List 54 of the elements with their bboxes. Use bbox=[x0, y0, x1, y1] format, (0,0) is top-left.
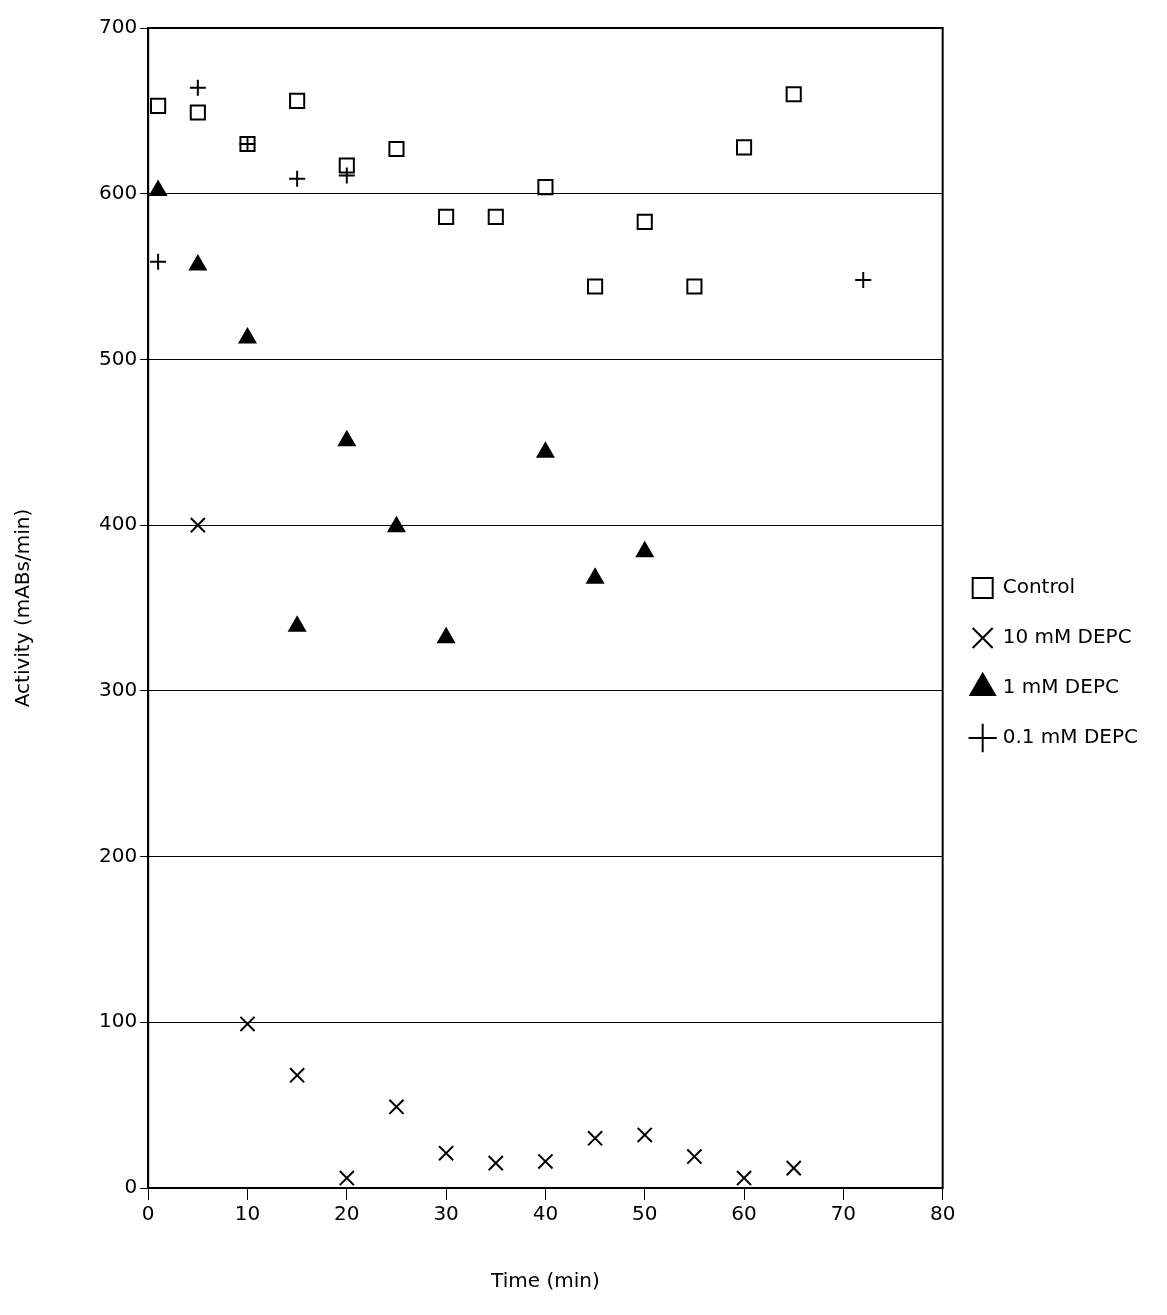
x-tick-label: 20 bbox=[334, 1201, 360, 1226]
y-tick-label: 200 bbox=[98, 842, 138, 867]
point bbox=[150, 97, 167, 114]
point bbox=[686, 1148, 703, 1165]
x-tick-label: 80 bbox=[929, 1201, 956, 1226]
point bbox=[388, 140, 405, 158]
x-axis-title: Time (min) bbox=[490, 1268, 600, 1293]
y-tick-label: 400 bbox=[98, 511, 138, 536]
y-tick-label: 0 bbox=[124, 1174, 138, 1199]
point bbox=[735, 139, 753, 156]
point bbox=[735, 1169, 753, 1187]
legend-label: 1 mM DEPC bbox=[1002, 674, 1119, 699]
x-tick-label: 10 bbox=[234, 1201, 261, 1226]
legend-label: 10 mM DEPC bbox=[1002, 624, 1132, 649]
point bbox=[636, 213, 653, 230]
point bbox=[785, 1160, 802, 1177]
point bbox=[189, 517, 206, 534]
y-tick-label: 600 bbox=[98, 179, 138, 204]
point bbox=[239, 1015, 256, 1033]
point bbox=[188, 78, 207, 97]
point bbox=[587, 278, 604, 295]
point bbox=[487, 1155, 504, 1172]
y-tick-label: 500 bbox=[98, 345, 138, 370]
point bbox=[338, 1169, 355, 1187]
x-tick-label: 60 bbox=[731, 1201, 757, 1226]
point bbox=[289, 1067, 306, 1084]
point bbox=[487, 208, 504, 225]
point bbox=[636, 1126, 653, 1144]
point bbox=[537, 1153, 554, 1170]
point bbox=[288, 169, 307, 188]
point bbox=[854, 270, 873, 289]
x-tick-label: 40 bbox=[532, 1201, 559, 1226]
point bbox=[587, 1130, 604, 1147]
x-tick-label: 30 bbox=[433, 1201, 459, 1226]
point bbox=[438, 1145, 455, 1162]
y-tick-label: 700 bbox=[98, 14, 138, 39]
point bbox=[785, 86, 802, 103]
point bbox=[149, 252, 168, 271]
point bbox=[537, 179, 554, 196]
x-tick-label: 50 bbox=[632, 1201, 658, 1226]
point bbox=[289, 92, 306, 109]
point bbox=[337, 166, 356, 185]
point bbox=[189, 104, 206, 121]
point bbox=[388, 1098, 405, 1115]
legend-label: 0.1 mM DEPC bbox=[1002, 724, 1139, 749]
x-tick-label: 0 bbox=[141, 1201, 155, 1226]
y-axis-title: Activity (mABs/min) bbox=[10, 508, 35, 708]
point bbox=[686, 278, 703, 295]
point bbox=[438, 208, 455, 225]
point bbox=[338, 157, 355, 174]
y-tick-label: 100 bbox=[98, 1008, 138, 1033]
x-tick-label: 70 bbox=[830, 1201, 857, 1226]
y-tick-label: 300 bbox=[98, 677, 138, 702]
legend-label: Control bbox=[1002, 574, 1075, 599]
